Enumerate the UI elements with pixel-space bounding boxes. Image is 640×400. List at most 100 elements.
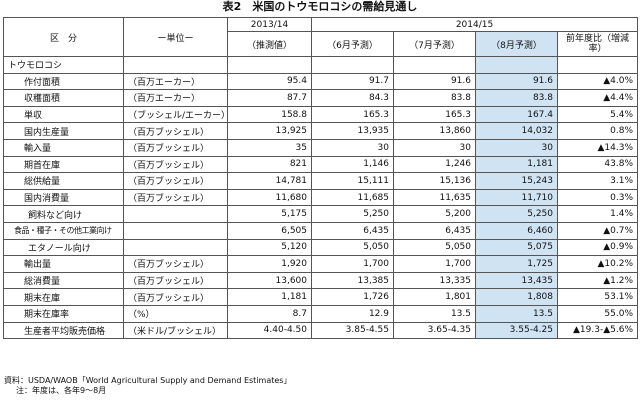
cell-june: 5,250	[311, 205, 394, 223]
cell-estimate: 14,781	[227, 172, 312, 190]
cell-yoy: 0.8%	[556, 122, 639, 140]
cell-estimate: 35	[227, 138, 312, 157]
cell-august: 167.4	[475, 105, 558, 124]
header-season-2013-14: 2013/14	[227, 17, 312, 32]
row-unit: （百万ブッシェル）	[123, 288, 228, 306]
cell-estimate: 13,600	[227, 271, 312, 290]
header-july-forecast: （7月予測）	[393, 31, 476, 57]
cell-june: 11,685	[311, 188, 394, 207]
row-unit: （百万ブッシェル）	[123, 255, 228, 273]
table-row: 期末在庫 （百万ブッシェル） 1,181 1,726 1,801 1,808 5…	[3, 288, 639, 306]
cell-august: 11,710	[475, 188, 558, 207]
header-unit: ー単位ー	[123, 17, 228, 57]
cell-yoy: 53.1%	[556, 288, 639, 306]
cell-august: 13.5	[475, 304, 558, 323]
table-row: 作付面積 （百万エーカー） 95.4 91.7 91.6 91.6 ▲4.0%	[3, 72, 639, 91]
footnotes: 資料：USDA/WAOB「World Agricultural Supply a…	[4, 376, 636, 396]
cell-june: 30	[311, 138, 394, 157]
row-unit: （百万ブッシェル）	[123, 188, 228, 207]
cell-june: 1,146	[311, 155, 394, 174]
header-category: 区 分	[3, 17, 124, 57]
cell-yoy: 3.1%	[556, 172, 639, 190]
row-unit	[123, 221, 228, 240]
row-label: 期首在庫	[3, 155, 124, 174]
cell-august: 5,075	[475, 238, 558, 257]
table-row: エタノール向け 5,120 5,050 5,050 5,075 ▲0.9%	[3, 238, 639, 257]
cell-august: 6,460	[475, 221, 558, 240]
row-label: 国内生産量	[3, 122, 124, 140]
row-label: エタノール向け	[3, 238, 124, 257]
cell-june: 84.3	[311, 89, 394, 107]
cell-june: 15,111	[311, 172, 394, 190]
cell-yoy: ▲0.7%	[556, 221, 639, 240]
cell-estimate: 11,680	[227, 188, 312, 207]
cell-yoy: ▲14.3%	[556, 138, 639, 157]
cell-july: 15,136	[393, 172, 476, 190]
cell-estimate: 5,120	[227, 238, 312, 257]
row-label: 期末在庫	[3, 288, 124, 306]
cell-estimate: 8.7	[227, 304, 312, 323]
cell-yoy: 0.3%	[556, 188, 639, 207]
cell-june: 1,700	[311, 255, 394, 273]
row-unit: （ブッシェル/エーカー）	[123, 105, 228, 124]
cell-june: 3.85-4.55	[311, 321, 394, 340]
table-row: 食品・種子・その他工業向け 6,505 6,435 6,435 6,460 ▲0…	[3, 221, 639, 240]
cell-estimate: 158.8	[227, 105, 312, 124]
row-label: 生産者平均販売価格	[3, 321, 124, 340]
cell-august: 30	[475, 138, 558, 157]
row-label: 収穫面積	[3, 89, 124, 107]
cell-june: 91.7	[311, 72, 394, 91]
cell-yoy: ▲1.2%	[556, 271, 639, 290]
section-row: トウモロコシ	[3, 56, 639, 74]
cell-july: 165.3	[393, 105, 476, 124]
supply-demand-table: 区 分 ー単位ー 2013/14 2014/15 （推測値） （6月予測） （7…	[3, 17, 639, 340]
cell-yoy: 55.0%	[556, 304, 639, 323]
cell-june: 13,935	[311, 122, 394, 140]
cell-august: 91.6	[475, 72, 558, 91]
cell-august: 1,808	[475, 288, 558, 306]
cell-yoy: ▲19.3-▲5.6%	[556, 321, 639, 340]
row-label: 飼料など向け	[3, 205, 124, 223]
cell-yoy: 43.8%	[556, 155, 639, 174]
header-august-forecast: （8月予測）	[475, 31, 558, 57]
row-label: 総供給量	[3, 172, 124, 190]
cell-yoy: 1.4%	[556, 205, 639, 223]
source-note: 資料：USDA/WAOB「World Agricultural Supply a…	[4, 376, 292, 385]
header-season-2014-15: 2014/15	[310, 17, 639, 32]
cell-july: 1,246	[393, 155, 476, 174]
cell-august: 13,435	[475, 271, 558, 290]
cell-june: 6,435	[311, 221, 394, 240]
cell-august: 1,725	[475, 255, 558, 273]
cell-july: 91.6	[393, 72, 476, 91]
cell-yoy: ▲4.4%	[556, 89, 639, 107]
cell-july: 83.8	[393, 89, 476, 107]
cell-august: 3.55-4.25	[475, 321, 558, 340]
header-estimate: （推測値）	[227, 31, 312, 57]
row-unit: （百万ブッシェル）	[123, 271, 228, 290]
row-label: 輸入量	[3, 138, 124, 157]
cell-june: 165.3	[311, 105, 394, 124]
table-row: 総供給量 （百万ブッシェル） 14,781 15,111 15,136 15,2…	[3, 172, 639, 190]
table-row: 総消費量 （百万ブッシェル） 13,600 13,385 13,335 13,4…	[3, 271, 639, 290]
table-row: 単収 （ブッシェル/エーカー） 158.8 165.3 165.3 167.4 …	[3, 105, 639, 124]
table-row: 期末在庫率 （%） 8.7 12.9 13.5 13.5 55.0%	[3, 304, 639, 323]
fiscal-year-note: 注：年度は、各年9～8月	[16, 386, 107, 395]
row-label: 作付面積	[3, 72, 124, 91]
cell-yoy: 5.4%	[556, 105, 639, 124]
row-label: 国内消費量	[3, 188, 124, 207]
cell-august: 83.8	[475, 89, 558, 107]
row-unit: （百万ブッシェル）	[123, 172, 228, 190]
cell-june: 5,050	[311, 238, 394, 257]
cell-july: 5,050	[393, 238, 476, 257]
row-unit: （百万ブッシェル）	[123, 138, 228, 157]
cell-july: 1,801	[393, 288, 476, 306]
row-label: 輸出量	[3, 255, 124, 273]
cell-july: 30	[393, 138, 476, 157]
cell-august: 1,181	[475, 155, 558, 174]
cell-july: 3.65-4.35	[393, 321, 476, 340]
cell-july: 1,700	[393, 255, 476, 273]
table-row: 収穫面積 （百万エーカー） 87.7 84.3 83.8 83.8 ▲4.4%	[3, 89, 639, 107]
cell-estimate: 13,925	[227, 122, 312, 140]
row-unit: （百万ブッシェル）	[123, 122, 228, 140]
table-row: 期首在庫 （百万ブッシェル） 821 1,146 1,246 1,181 43.…	[3, 155, 639, 174]
